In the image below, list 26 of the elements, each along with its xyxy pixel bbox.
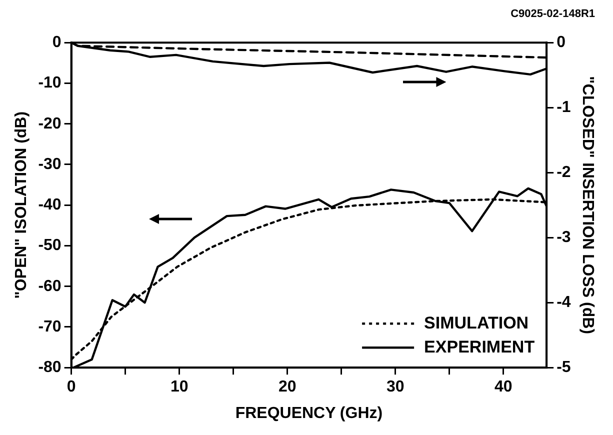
y-tick-label: -60 xyxy=(38,278,62,295)
y2-tick-label: -2 xyxy=(556,164,571,182)
x-tick-label: 20 xyxy=(278,378,296,396)
x-tick-label: 10 xyxy=(170,378,188,396)
y2-axis-title: "CLOSED" INSERTION LOSS (dB) xyxy=(578,76,596,334)
y-tick-label: -10 xyxy=(38,74,62,92)
y2-tick-label: 0 xyxy=(556,34,566,52)
y-tick-label: -40 xyxy=(38,196,62,214)
x-tick-label: 40 xyxy=(494,378,512,396)
y-tick-label: -70 xyxy=(38,318,62,336)
legend-label: SIMULATION xyxy=(424,313,529,332)
y-tick-label: -50 xyxy=(38,237,62,254)
x-axis-title: FREQUENCY (GHz) xyxy=(235,404,383,422)
text: C9025-02-148R1 xyxy=(510,8,595,20)
legend-label: EXPERIMENT xyxy=(424,337,536,356)
y2-tick-label: -5 xyxy=(556,359,571,376)
y-tick-label: -20 xyxy=(38,115,62,132)
y-tick-label: 0 xyxy=(52,34,62,52)
x-tick-label: 30 xyxy=(386,378,404,396)
y2-tick-label: -4 xyxy=(556,294,571,312)
y2-tick-label: -1 xyxy=(556,99,571,116)
x-tick-label: 0 xyxy=(66,378,76,396)
y-tick-label: -80 xyxy=(38,359,62,376)
y2-tick-label: -3 xyxy=(556,229,571,246)
y-axis-title: "OPEN" ISOLATION (dB) xyxy=(13,111,30,299)
y-tick-label: -30 xyxy=(38,156,62,173)
